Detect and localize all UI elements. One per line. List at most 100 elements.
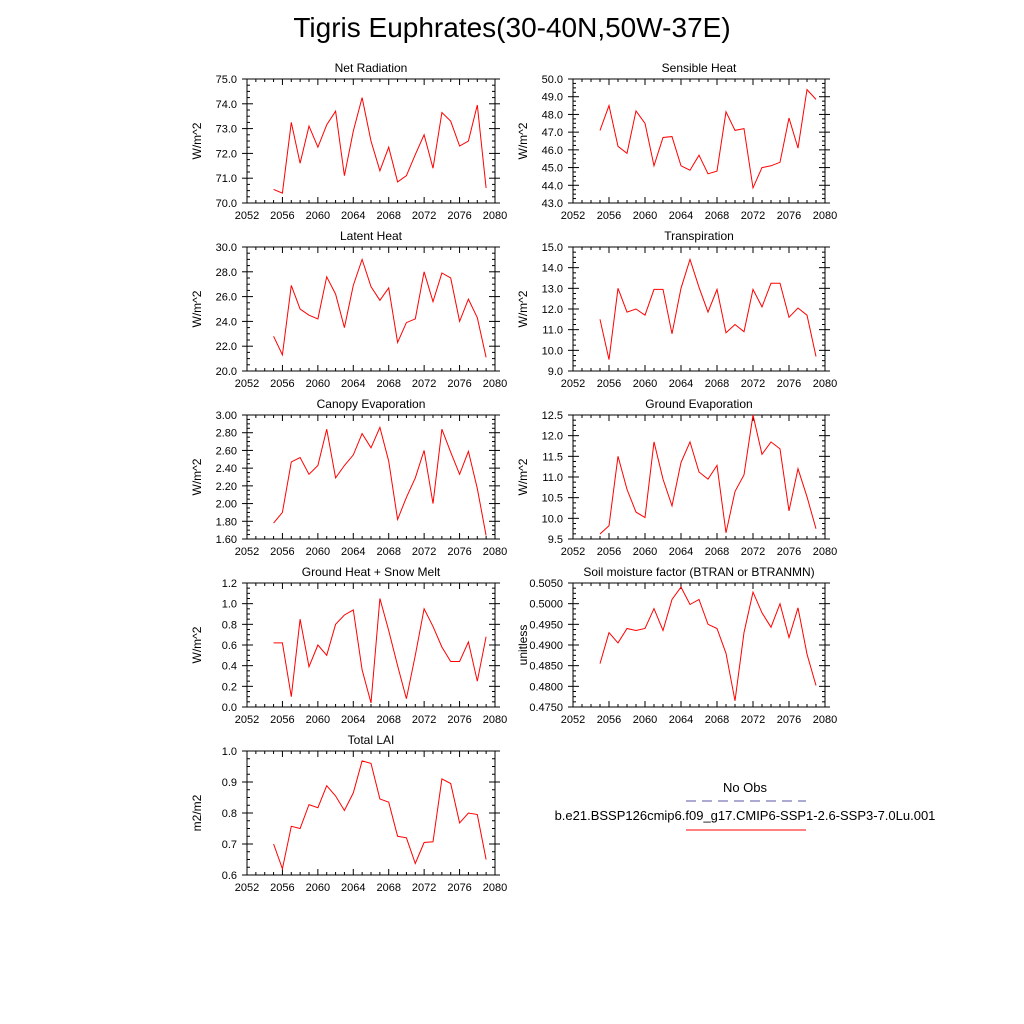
x-tick-label: 2064 — [341, 546, 365, 558]
y-tick-label: 9.5 — [548, 534, 563, 546]
y-tick-label: 0.4 — [222, 661, 237, 673]
x-tick-label: 2080 — [813, 378, 837, 390]
x-tick-label: 2080 — [483, 714, 507, 726]
panel-9: Total LAI m2/m2 2052 2056 2060 2064 2068 2072 20… — [190, 733, 507, 894]
y-tick-label: 0.4800 — [529, 681, 563, 693]
y-tick-label: 1.0 — [222, 599, 237, 611]
y-axis-label: W/m^2 — [516, 290, 530, 327]
x-tick-label: 2076 — [447, 714, 471, 726]
series-line — [273, 425, 487, 536]
panel-2: Sensible Heat W/m^2 2052 2056 2060 2064 2068 20… — [516, 61, 837, 222]
x-tick-label: 2076 — [777, 378, 801, 390]
y-axis-label: W/m^2 — [516, 122, 530, 159]
x-tick-label: 2068 — [376, 378, 400, 390]
series-line — [599, 88, 817, 190]
y-tick-label: 0.6 — [222, 870, 237, 882]
x-tick-label: 2068 — [376, 546, 400, 558]
x-tick-label: 2080 — [483, 378, 507, 390]
y-tick-label: 2.20 — [216, 481, 237, 493]
panel-title: Transpiration — [664, 229, 734, 243]
y-axis-label: W/m^2 — [516, 458, 530, 495]
x-tick-label: 2064 — [669, 378, 693, 390]
y-tick-label: 47.0 — [542, 127, 563, 139]
y-tick-label: 0.5000 — [529, 599, 563, 611]
series-line — [599, 586, 817, 701]
x-tick-label: 2068 — [705, 378, 729, 390]
y-tick-label: 15.0 — [542, 242, 563, 254]
legend: No Obs b.e21.BSSP126cmip6.f09_g17.CMIP6-S… — [555, 780, 936, 831]
series-line — [273, 97, 487, 194]
y-tick-label: 14.0 — [542, 263, 563, 275]
panel-title: Canopy Evaporation — [317, 397, 426, 411]
y-tick-label: 45.0 — [542, 163, 563, 175]
y-tick-label: 0.4850 — [529, 661, 563, 673]
y-tick-label: 11.0 — [542, 472, 563, 484]
x-tick-label: 2080 — [813, 210, 837, 222]
x-tick-label: 2080 — [813, 546, 837, 558]
y-tick-label: 12.0 — [542, 431, 563, 443]
x-tick-label: 2080 — [483, 882, 507, 894]
plot-frame — [572, 414, 826, 540]
x-tick-label: 2068 — [705, 546, 729, 558]
y-axis-label: W/m^2 — [190, 626, 204, 663]
y-axis-label: m2/m2 — [190, 794, 204, 831]
series-line — [599, 414, 817, 535]
x-tick-label: 2064 — [669, 546, 693, 558]
x-tick-label: 2076 — [447, 882, 471, 894]
plot-frame — [246, 582, 496, 708]
y-axis-label: W/m^2 — [190, 122, 204, 159]
y-tick-label: 73.0 — [216, 124, 237, 136]
y-tick-label: 75.0 — [216, 74, 237, 86]
y-tick-label: 28.0 — [216, 267, 237, 279]
panel-title: Soil moisture factor (BTRAN or BTRANMN) — [583, 565, 814, 579]
legend-case-label: b.e21.BSSP126cmip6.f09_g17.CMIP6-SSP1-2.… — [555, 808, 936, 823]
y-tick-label: 2.60 — [216, 445, 237, 457]
panel-title: Total LAI — [348, 733, 395, 747]
series-line — [273, 257, 487, 358]
x-tick-label: 2052 — [561, 546, 585, 558]
x-tick-label: 2052 — [561, 210, 585, 222]
x-tick-label: 2076 — [777, 546, 801, 558]
panel-title: Sensible Heat — [662, 61, 737, 75]
y-tick-label: 13.0 — [542, 283, 563, 295]
y-tick-label: 0.2 — [222, 681, 237, 693]
x-tick-label: 2056 — [597, 378, 621, 390]
x-tick-label: 2064 — [341, 882, 365, 894]
panel-4: Transpiration W/m^2 2052 2056 2060 2064 2068 20… — [516, 229, 837, 390]
panel-title: Ground Evaporation — [645, 397, 752, 411]
x-tick-label: 2072 — [741, 210, 765, 222]
x-tick-label: 2080 — [813, 714, 837, 726]
y-tick-label: 0.0 — [222, 702, 237, 714]
panel-5: Canopy Evaporation W/m^2 2052 2056 2060 2064 2… — [190, 397, 507, 558]
y-tick-label: 0.6 — [222, 640, 237, 652]
x-tick-label: 2060 — [306, 714, 330, 726]
y-tick-label: 1.60 — [216, 534, 237, 546]
x-tick-label: 2060 — [633, 714, 657, 726]
y-tick-label: 1.80 — [216, 516, 237, 528]
plot-frame — [246, 246, 496, 372]
x-tick-label: 2060 — [633, 378, 657, 390]
x-tick-label: 2072 — [741, 378, 765, 390]
x-tick-label: 2072 — [412, 210, 436, 222]
y-tick-label: 11.0 — [542, 325, 563, 337]
y-tick-label: 0.4900 — [529, 640, 563, 652]
x-tick-label: 2072 — [741, 714, 765, 726]
y-tick-label: 0.9 — [222, 777, 237, 789]
y-tick-label: 10.0 — [542, 513, 563, 525]
x-tick-label: 2060 — [306, 882, 330, 894]
x-tick-label: 2068 — [705, 714, 729, 726]
y-tick-label: 48.0 — [542, 109, 563, 121]
y-tick-label: 0.7 — [222, 839, 237, 851]
x-tick-label: 2068 — [705, 210, 729, 222]
x-tick-label: 2060 — [633, 210, 657, 222]
y-tick-label: 0.8 — [222, 619, 237, 631]
y-tick-label: 20.0 — [216, 366, 237, 378]
y-tick-label: 0.8 — [222, 808, 237, 820]
y-tick-label: 24.0 — [216, 316, 237, 328]
x-tick-label: 2072 — [741, 546, 765, 558]
y-tick-label: 70.0 — [216, 198, 237, 210]
x-tick-label: 2064 — [341, 210, 365, 222]
x-tick-label: 2080 — [483, 546, 507, 558]
y-tick-label: 46.0 — [542, 145, 563, 157]
x-tick-label: 2056 — [270, 714, 294, 726]
